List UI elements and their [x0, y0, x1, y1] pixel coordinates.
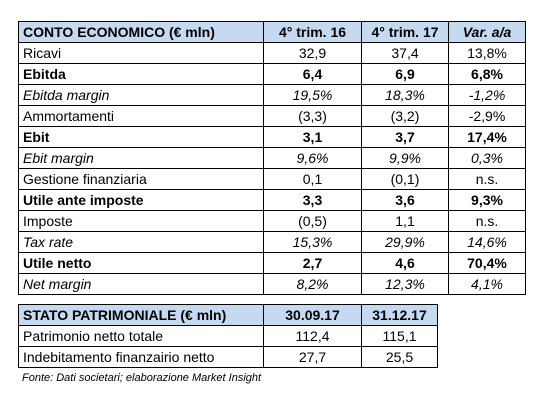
table-row: Ebit margin 9,6% 9,9% 0,3%	[18, 147, 526, 169]
q4-17-value: 4,6	[361, 252, 449, 274]
row-label: Imposte	[18, 210, 264, 232]
var-value: 17,4%	[448, 126, 526, 148]
q4-16-value: 15,3%	[263, 231, 362, 253]
date-2-value: 25,5	[361, 346, 438, 368]
balance-sheet-table: STATO PATRIMONIALE (€ mln) 30.09.17 31.1…	[18, 304, 438, 368]
table-row: Imposte (0,5) 1,1 n.s.	[18, 210, 526, 232]
q4-16-value: (0,5)	[263, 210, 362, 232]
q4-16-value: 3,3	[263, 189, 362, 211]
var-value: 4,1%	[448, 273, 526, 295]
var-value: n.s.	[448, 210, 526, 232]
var-value: 6,8%	[448, 63, 526, 85]
date-2-value: 115,1	[361, 325, 438, 347]
q4-17-value: 29,9%	[361, 231, 449, 253]
table-row: Ammortamenti (3,3) (3,2) -2,9%	[18, 105, 526, 127]
q4-17-header: 4° trim. 17	[361, 21, 449, 43]
q4-16-value: (3,3)	[263, 105, 362, 127]
date-1-value: 27,7	[263, 346, 362, 368]
table-row: Ricavi 32,9 37,4 13,8%	[18, 42, 526, 64]
var-value: 13,8%	[448, 42, 526, 64]
row-label: Ebitda	[18, 63, 264, 85]
balance-header-row: STATO PATRIMONIALE (€ mln) 30.09.17 31.1…	[18, 304, 438, 326]
table-row: Patrimonio netto totale 112,4 115,1	[18, 325, 438, 347]
balance-title-header: STATO PATRIMONIALE (€ mln)	[18, 304, 264, 326]
q4-16-value: 19,5%	[263, 84, 362, 106]
var-value: 9,3%	[448, 189, 526, 211]
q4-17-value: 37,4	[361, 42, 449, 64]
q4-17-value: 6,9	[361, 63, 449, 85]
row-label: Gestione finanziaria	[18, 168, 264, 190]
row-label: Ebitda margin	[18, 84, 264, 106]
date-2-header: 31.12.17	[361, 304, 438, 326]
q4-16-value: 6,4	[263, 63, 362, 85]
table-row: Utile netto 2,7 4,6 70,4%	[18, 252, 526, 274]
q4-17-value: 3,7	[361, 126, 449, 148]
income-title-header: CONTO ECONOMICO (€ mln)	[18, 21, 264, 43]
row-label: Tax rate	[18, 231, 264, 253]
table-row: Ebitda margin 19,5% 18,3% -1,2%	[18, 84, 526, 106]
var-value: -1,2%	[448, 84, 526, 106]
table-row: Tax rate 15,3% 29,9% 14,6%	[18, 231, 526, 253]
q4-17-value: 12,3%	[361, 273, 449, 295]
q4-17-value: (0,1)	[361, 168, 449, 190]
var-value: 0,3%	[448, 147, 526, 169]
row-label: Ricavi	[18, 42, 264, 64]
q4-16-value: 32,9	[263, 42, 362, 64]
row-label: Patrimonio netto totale	[18, 325, 264, 347]
q4-16-value: 9,6%	[263, 147, 362, 169]
source-note: Fonte: Dati societari; elaborazione Mark…	[22, 372, 262, 384]
row-label: Ammortamenti	[18, 105, 264, 127]
q4-16-header: 4° trim. 16	[263, 21, 362, 43]
income-statement-table: CONTO ECONOMICO (€ mln) 4° trim. 16 4° t…	[18, 21, 526, 295]
date-1-value: 112,4	[263, 325, 362, 347]
row-label: Indebitamento finanzairio netto	[18, 346, 264, 368]
var-value: 14,6%	[448, 231, 526, 253]
var-value: -2,9%	[448, 105, 526, 127]
q4-17-value: 3,6	[361, 189, 449, 211]
table-row: Net margin 8,2% 12,3% 4,1%	[18, 273, 526, 295]
var-value: 70,4%	[448, 252, 526, 274]
var-header: Var. a/a	[448, 21, 526, 43]
q4-16-value: 8,2%	[263, 273, 362, 295]
q4-16-value: 0,1	[263, 168, 362, 190]
table-row: Ebitda 6,4 6,9 6,8%	[18, 63, 526, 85]
table-row: Ebit 3,1 3,7 17,4%	[18, 126, 526, 148]
q4-16-value: 3,1	[263, 126, 362, 148]
row-label: Utile netto	[18, 252, 264, 274]
table-row: Gestione finanziaria 0,1 (0,1) n.s.	[18, 168, 526, 190]
row-label: Ebit	[18, 126, 264, 148]
q4-17-value: 9,9%	[361, 147, 449, 169]
income-header-row: CONTO ECONOMICO (€ mln) 4° trim. 16 4° t…	[18, 21, 526, 43]
row-label: Net margin	[18, 273, 264, 295]
q4-17-value: 1,1	[361, 210, 449, 232]
q4-16-value: 2,7	[263, 252, 362, 274]
row-label: Ebit margin	[18, 147, 264, 169]
q4-17-value: 18,3%	[361, 84, 449, 106]
table-row: Indebitamento finanzairio netto 27,7 25,5	[18, 346, 438, 368]
table-row: Utile ante imposte 3,3 3,6 9,3%	[18, 189, 526, 211]
var-value: n.s.	[448, 168, 526, 190]
row-label: Utile ante imposte	[18, 189, 264, 211]
q4-17-value: (3,2)	[361, 105, 449, 127]
date-1-header: 30.09.17	[263, 304, 362, 326]
